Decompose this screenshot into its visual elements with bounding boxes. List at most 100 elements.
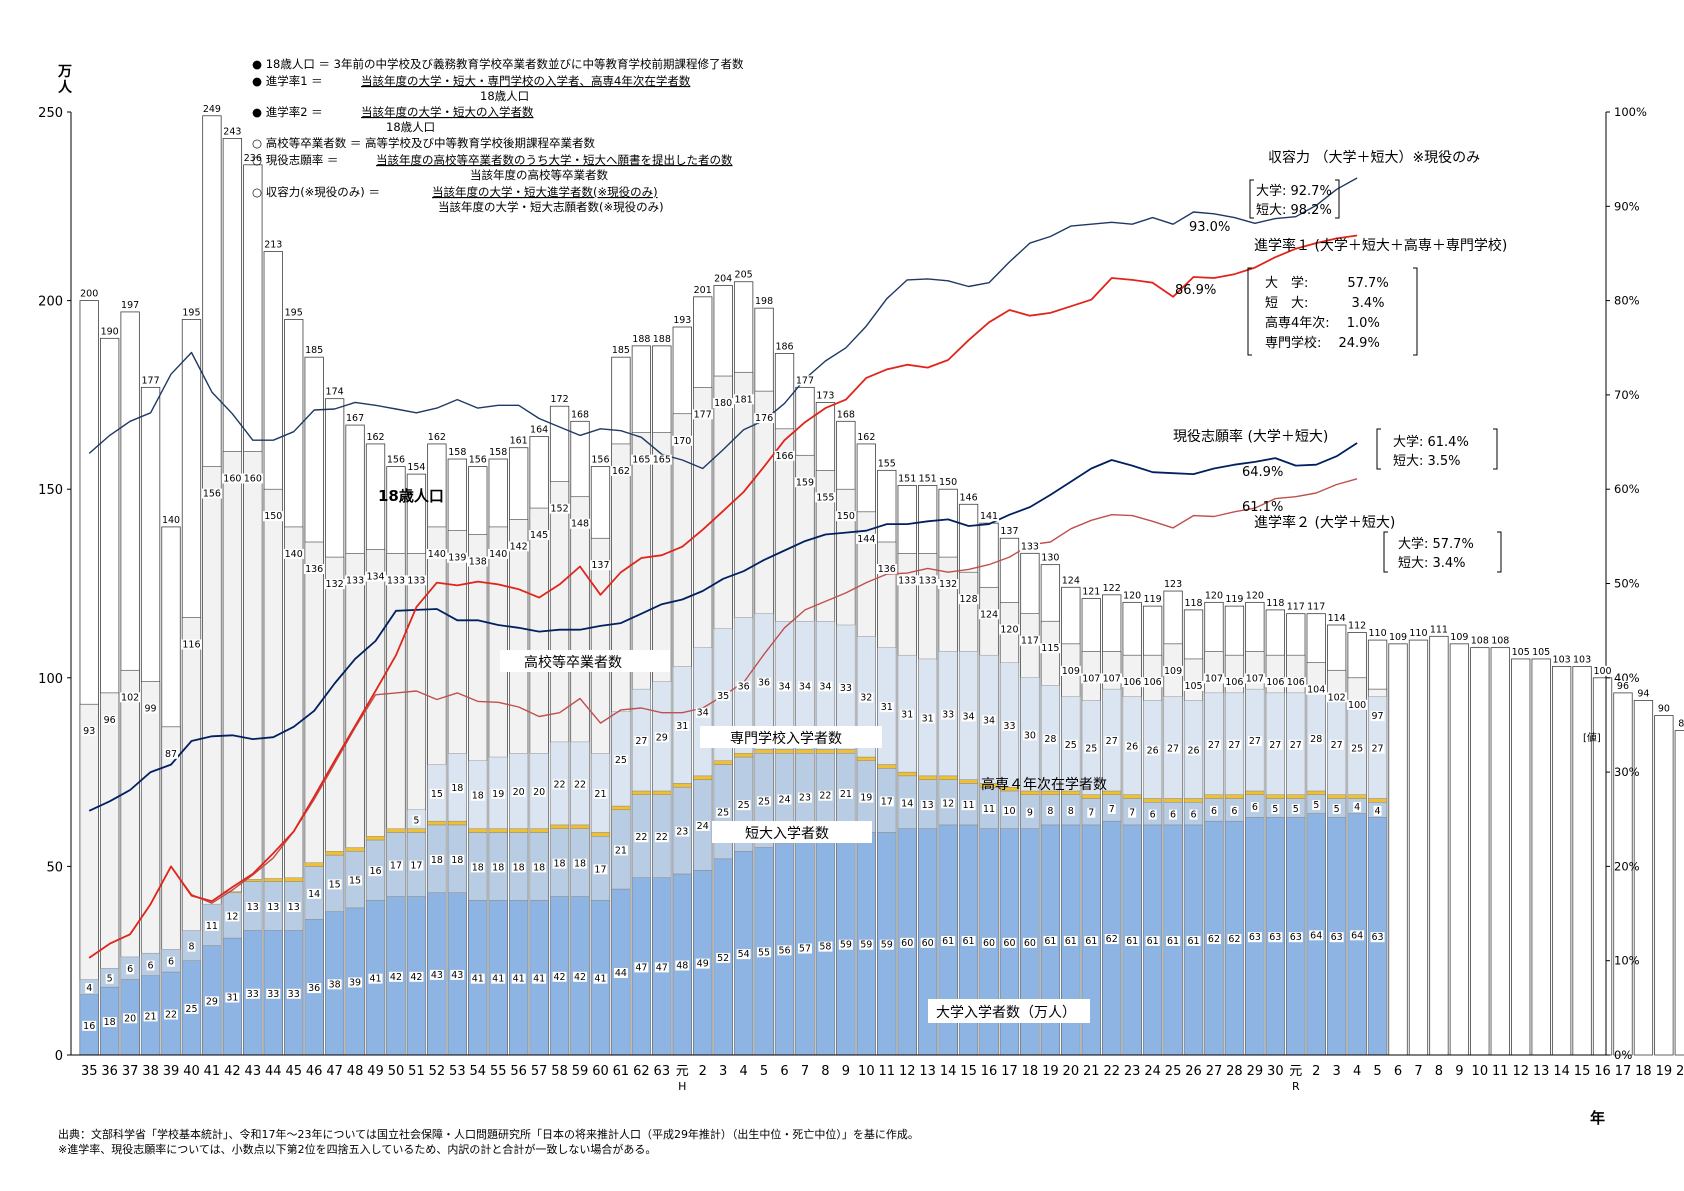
- label-senmon-bg: [1125, 741, 1140, 752]
- bar-kosen: [1327, 794, 1347, 799]
- label-senmon: 36: [738, 681, 750, 692]
- label-univ-bg: [920, 937, 935, 948]
- label-pop18-bg: [222, 126, 243, 137]
- label-junior: 16: [369, 866, 381, 877]
- label-pop18-bg: [1510, 646, 1531, 657]
- x-tick-label: 5: [760, 1064, 768, 1079]
- label-junior: 13: [247, 902, 259, 913]
- label-pop18-bg: [161, 514, 182, 525]
- bar-kosen: [775, 749, 794, 754]
- label-senmon: 33: [840, 683, 852, 694]
- label-senmon: 21: [594, 789, 606, 800]
- label-pop18-bg: [590, 454, 611, 465]
- label-univ: 61: [1147, 936, 1159, 947]
- label-senmon: 19: [492, 789, 504, 800]
- label-univ: 52: [717, 953, 729, 964]
- x-tick-label: 40: [183, 1064, 200, 1079]
- label-pop18-bg: [856, 431, 877, 442]
- label-senmon-bg: [1206, 739, 1221, 750]
- label-junior-bg: [388, 860, 403, 871]
- label-univ: 60: [983, 938, 995, 949]
- label-junior-bg: [1312, 800, 1321, 811]
- label-senmon: 5: [413, 815, 419, 826]
- label-senmon: 33: [942, 710, 954, 721]
- label-hs-grads: 152: [551, 504, 569, 515]
- label-pop18: 86: [1678, 719, 1684, 730]
- label-hs-grads: 93: [83, 726, 95, 737]
- label-senmon-bg: [736, 681, 751, 692]
- x-tick-label: 28: [1226, 1064, 1243, 1079]
- bar-kosen: [693, 775, 713, 780]
- bar-kosen: [754, 749, 774, 754]
- label-hs-grads-bg: [488, 548, 509, 559]
- x-tick-label: 24: [1144, 1064, 1161, 1079]
- bar-kosen: [1368, 798, 1388, 803]
- label-junior: 23: [676, 827, 688, 838]
- label-senmon: 35: [717, 691, 729, 702]
- label-hs-grads-bg: [610, 465, 631, 476]
- label-junior: 22: [635, 832, 647, 843]
- label-pop18: 130: [1041, 553, 1059, 564]
- label-univ-bg: [1063, 935, 1078, 946]
- label-hs-grads: 109: [1062, 666, 1080, 677]
- label-hs-grads: 136: [305, 564, 323, 575]
- label-pop18: 119: [1144, 594, 1162, 605]
- rate1-breakdown-1: 大 学: 57.7%: [1265, 275, 1389, 291]
- label-pop18-bg: [1306, 601, 1327, 612]
- label-pop18-bg: [488, 447, 509, 458]
- rate2-bracket: [1383, 531, 1502, 573]
- bar-pop18: [1429, 635, 1449, 1056]
- label-junior: 5: [1272, 804, 1278, 815]
- label-pop18-bg: [1490, 635, 1511, 646]
- label-hs-grads-bg: [345, 575, 366, 586]
- label-hs-grads-bg: [1040, 643, 1061, 654]
- label-hs-grads-bg: [917, 575, 938, 586]
- rate2-junior: 短大: 3.4%: [1398, 556, 1466, 571]
- label-senmon: 26: [1147, 745, 1159, 756]
- label-univ: 33: [288, 989, 300, 1000]
- x-tick-label: 23: [1124, 1064, 1141, 1079]
- label-junior: 25: [717, 808, 729, 819]
- x-tick-label: 27: [1206, 1064, 1223, 1079]
- label-hs-grads: 107: [1246, 673, 1264, 684]
- label-univ: 33: [247, 989, 259, 1000]
- label-hs-grads-bg: [263, 511, 284, 522]
- label-univ: 43: [451, 970, 463, 981]
- label-senmon-bg: [1022, 730, 1037, 741]
- label-senmon: 22: [554, 779, 566, 790]
- label-junior-bg: [409, 860, 424, 871]
- label-junior-bg: [1002, 805, 1017, 816]
- label-univ: 18: [104, 1017, 116, 1028]
- label-univ: 33: [267, 989, 279, 1000]
- bar-kosen: [304, 862, 324, 867]
- label-hs-grads: 133: [346, 575, 364, 586]
- label-junior-bg: [1169, 809, 1178, 820]
- label-junior-bg: [879, 796, 894, 807]
- rate2-title: 進学率２ (大学＋短大): [1254, 514, 1395, 531]
- label-pop18-bg: [876, 458, 897, 469]
- x-tick-label: 44: [265, 1064, 282, 1079]
- y-right-tick-label: 50%: [1614, 577, 1640, 591]
- label-senmon-bg: [491, 788, 506, 799]
- label-junior: 10: [1003, 806, 1015, 817]
- label-pop18-bg: [201, 103, 222, 114]
- label-pop18-bg: [1183, 597, 1204, 608]
- x-tick-label: 22: [1103, 1064, 1120, 1079]
- bar-kosen: [1081, 794, 1101, 799]
- label-junior-bg: [1373, 805, 1382, 816]
- bars-layer: [79, 115, 1684, 1056]
- label-junior-bg: [491, 862, 506, 873]
- label-univ-bg: [1247, 932, 1262, 943]
- label-hs-grads-bg: [958, 594, 979, 605]
- label-pop18: 96: [1617, 681, 1629, 692]
- label-pop18: 124: [1062, 575, 1080, 586]
- capacity-title: 収容力 （大学＋短大）※現役のみ: [1268, 149, 1480, 166]
- label-univ-bg: [1309, 930, 1324, 941]
- label-pop18: 188: [653, 334, 671, 345]
- label-hs-grads-bg: [365, 571, 386, 582]
- label-univ-bg: [900, 937, 915, 948]
- label-senmon: 27: [1208, 740, 1220, 751]
- label-univ-bg: [777, 945, 792, 956]
- label-hs-grads-bg: [794, 477, 815, 488]
